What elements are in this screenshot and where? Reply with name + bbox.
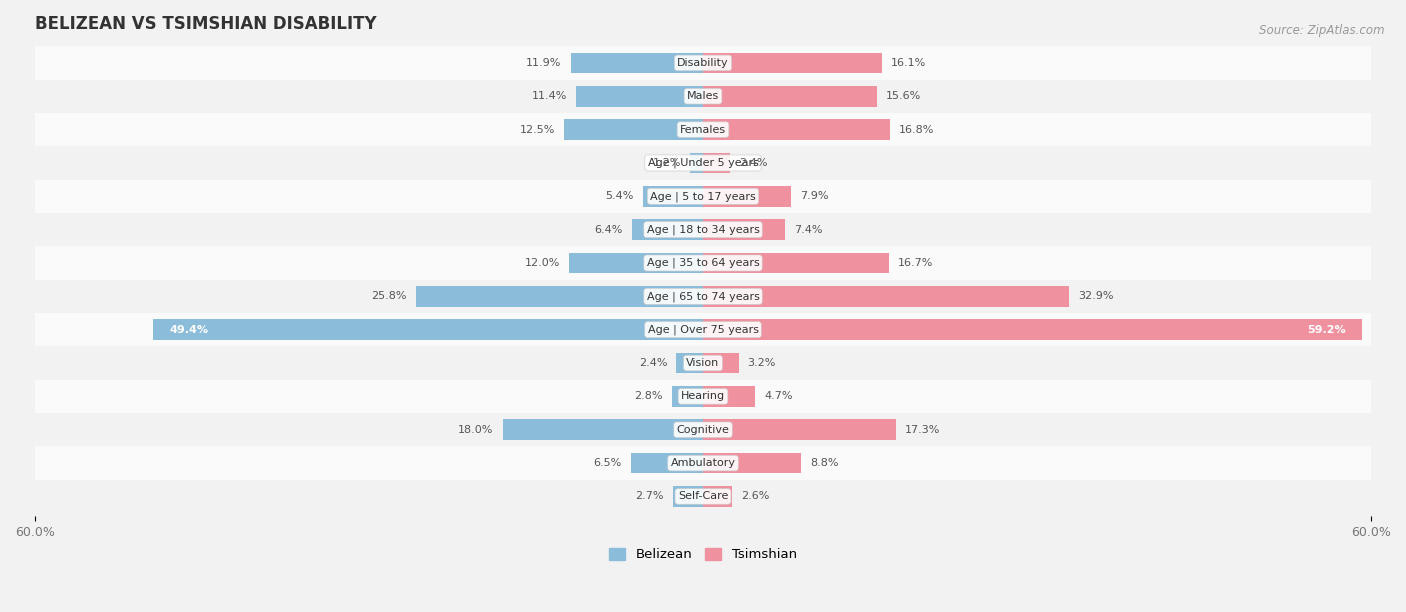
Text: 12.0%: 12.0% <box>524 258 561 268</box>
Bar <box>703 186 792 207</box>
Bar <box>703 253 889 274</box>
Bar <box>35 346 1371 379</box>
Bar <box>571 53 703 73</box>
Text: Females: Females <box>681 125 725 135</box>
Bar <box>35 146 1371 179</box>
Text: 15.6%: 15.6% <box>886 91 921 101</box>
Text: Disability: Disability <box>678 58 728 68</box>
Bar <box>35 280 1371 313</box>
Text: 2.6%: 2.6% <box>741 491 769 501</box>
Text: 5.4%: 5.4% <box>606 192 634 201</box>
Text: 32.9%: 32.9% <box>1078 291 1114 301</box>
Bar <box>35 80 1371 113</box>
Bar <box>35 47 1371 80</box>
Text: 2.8%: 2.8% <box>634 392 662 401</box>
Text: 2.7%: 2.7% <box>636 491 664 501</box>
Bar <box>676 353 703 373</box>
Bar <box>703 386 755 407</box>
Text: 16.7%: 16.7% <box>898 258 934 268</box>
Bar <box>703 419 896 440</box>
Text: Age | 35 to 64 years: Age | 35 to 64 years <box>647 258 759 268</box>
Bar <box>673 486 703 507</box>
Text: 49.4%: 49.4% <box>170 325 208 335</box>
Text: Age | 65 to 74 years: Age | 65 to 74 years <box>647 291 759 302</box>
Bar <box>153 319 703 340</box>
Legend: Belizean, Tsimshian: Belizean, Tsimshian <box>603 543 803 567</box>
Text: 6.4%: 6.4% <box>595 225 623 234</box>
Bar <box>35 379 1371 413</box>
Bar <box>703 119 890 140</box>
Bar <box>35 480 1371 513</box>
Text: 12.5%: 12.5% <box>520 125 555 135</box>
Text: 8.8%: 8.8% <box>810 458 838 468</box>
Bar <box>631 219 703 240</box>
Text: 7.4%: 7.4% <box>794 225 823 234</box>
Text: 16.1%: 16.1% <box>891 58 927 68</box>
Text: 11.9%: 11.9% <box>526 58 561 68</box>
Bar <box>631 453 703 474</box>
Text: 6.5%: 6.5% <box>593 458 621 468</box>
Text: Age | Under 5 years: Age | Under 5 years <box>648 158 758 168</box>
Text: 11.4%: 11.4% <box>531 91 567 101</box>
Text: 3.2%: 3.2% <box>748 358 776 368</box>
Text: 16.8%: 16.8% <box>898 125 935 135</box>
Bar <box>672 386 703 407</box>
Bar <box>689 152 703 173</box>
Text: 59.2%: 59.2% <box>1306 325 1346 335</box>
Bar <box>703 152 730 173</box>
Bar <box>35 113 1371 146</box>
Text: 25.8%: 25.8% <box>371 291 406 301</box>
Bar <box>703 219 786 240</box>
Bar <box>35 446 1371 480</box>
Bar <box>703 486 733 507</box>
Bar <box>564 119 703 140</box>
Text: 17.3%: 17.3% <box>904 425 939 435</box>
Text: Vision: Vision <box>686 358 720 368</box>
Bar <box>576 86 703 106</box>
Bar <box>416 286 703 307</box>
Text: 1.2%: 1.2% <box>652 158 681 168</box>
Text: Cognitive: Cognitive <box>676 425 730 435</box>
Bar <box>703 286 1070 307</box>
Text: Age | 5 to 17 years: Age | 5 to 17 years <box>650 191 756 201</box>
Bar <box>703 53 882 73</box>
Text: 2.4%: 2.4% <box>738 158 768 168</box>
Bar <box>35 179 1371 213</box>
Text: 7.9%: 7.9% <box>800 192 828 201</box>
Bar <box>35 213 1371 246</box>
Text: Self-Care: Self-Care <box>678 491 728 501</box>
Bar <box>703 453 801 474</box>
Bar <box>569 253 703 274</box>
Text: Ambulatory: Ambulatory <box>671 458 735 468</box>
Bar <box>502 419 703 440</box>
Text: BELIZEAN VS TSIMSHIAN DISABILITY: BELIZEAN VS TSIMSHIAN DISABILITY <box>35 15 377 33</box>
Bar <box>35 413 1371 446</box>
Bar <box>703 86 877 106</box>
Text: Age | Over 75 years: Age | Over 75 years <box>648 324 758 335</box>
Bar <box>35 313 1371 346</box>
Text: 18.0%: 18.0% <box>458 425 494 435</box>
Bar <box>643 186 703 207</box>
Bar <box>703 319 1362 340</box>
Text: Males: Males <box>688 91 718 101</box>
Text: 2.4%: 2.4% <box>638 358 668 368</box>
Bar <box>703 353 738 373</box>
Text: Hearing: Hearing <box>681 392 725 401</box>
Text: Source: ZipAtlas.com: Source: ZipAtlas.com <box>1260 24 1385 37</box>
Text: 4.7%: 4.7% <box>765 392 793 401</box>
Text: Age | 18 to 34 years: Age | 18 to 34 years <box>647 225 759 235</box>
Bar <box>35 246 1371 280</box>
